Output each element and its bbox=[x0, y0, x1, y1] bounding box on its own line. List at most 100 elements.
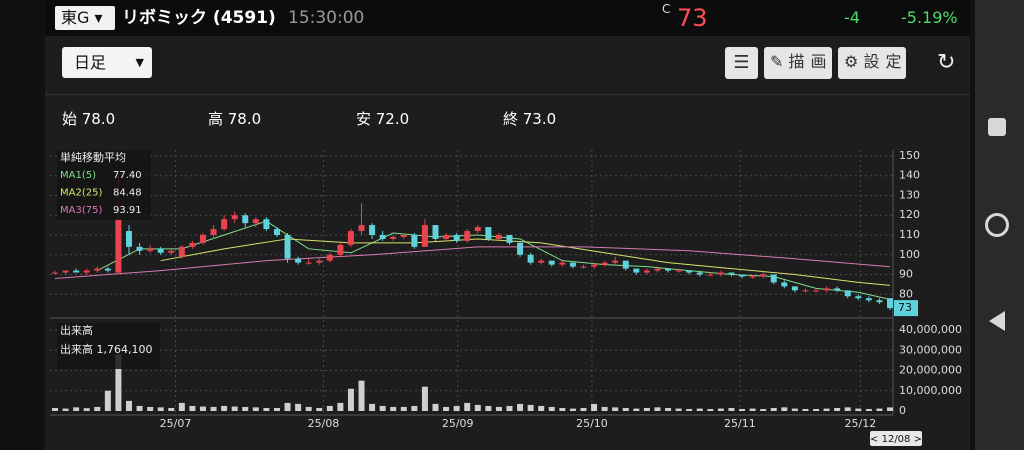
y-tick-label: 80 bbox=[899, 287, 913, 300]
volume-bar bbox=[675, 408, 682, 411]
price-flag: C bbox=[662, 2, 671, 16]
candle-body bbox=[643, 270, 650, 273]
refresh-button[interactable]: ↻ bbox=[937, 50, 956, 75]
candle-body bbox=[337, 244, 344, 255]
candle-body bbox=[62, 270, 69, 273]
candle-body bbox=[495, 234, 502, 239]
volume-bar bbox=[62, 408, 69, 411]
volume-bar bbox=[295, 403, 302, 411]
back-button[interactable] bbox=[989, 311, 1005, 331]
volume-bar bbox=[696, 408, 703, 411]
volume-label: 出来高 1,764,100 bbox=[60, 342, 152, 356]
home-button[interactable] bbox=[985, 213, 1009, 237]
volume-bar bbox=[73, 407, 80, 411]
candle-body bbox=[358, 225, 365, 232]
y-tick-label: 150 bbox=[899, 149, 920, 162]
candle-body bbox=[295, 258, 302, 263]
volume-bar bbox=[125, 400, 132, 411]
change: -4 bbox=[844, 8, 860, 27]
draw-button[interactable]: ✎ 描画 bbox=[764, 47, 832, 79]
volume-bar bbox=[369, 403, 376, 411]
volume-bar bbox=[865, 408, 872, 411]
volume-bar bbox=[643, 407, 650, 411]
candle-body bbox=[231, 215, 238, 220]
candle-body bbox=[844, 290, 851, 297]
candle-body bbox=[94, 268, 101, 271]
candle-body bbox=[569, 262, 576, 267]
change-pct: -5.19% bbox=[901, 8, 958, 27]
volume-bar bbox=[781, 407, 788, 411]
candle-body bbox=[432, 225, 439, 239]
volume-tick-label: 40,000,000 bbox=[899, 323, 962, 336]
volume-bar bbox=[559, 407, 566, 411]
candle-body bbox=[749, 276, 756, 278]
volume-bar bbox=[199, 406, 206, 411]
top-bar bbox=[45, 0, 970, 36]
volume-bar bbox=[157, 407, 164, 411]
volume-bar bbox=[823, 408, 830, 411]
volume-bar bbox=[717, 408, 724, 411]
candle-body bbox=[369, 225, 376, 235]
volume-bar bbox=[453, 405, 460, 411]
time: 15:30:00 bbox=[288, 8, 365, 28]
stock-name: リボミック (4591) bbox=[122, 8, 276, 28]
volume-bar bbox=[411, 405, 418, 411]
candle-body bbox=[506, 234, 513, 243]
candle-body bbox=[538, 260, 545, 263]
candle-body bbox=[548, 260, 555, 265]
volume-bar bbox=[844, 407, 851, 411]
candle-body bbox=[633, 268, 640, 273]
legend-entry: MA1(5) bbox=[60, 170, 96, 181]
volume-bar bbox=[52, 407, 58, 411]
volume-bar bbox=[887, 407, 893, 411]
low: 安 72.0 bbox=[356, 110, 410, 128]
ma-line bbox=[54, 246, 891, 279]
market-select[interactable]: 東G ▾ bbox=[55, 6, 115, 30]
volume-bar bbox=[421, 386, 428, 411]
legend-box bbox=[57, 323, 160, 369]
volume-bar bbox=[612, 407, 619, 411]
period-select[interactable]: 日足 ▼ bbox=[62, 47, 152, 78]
volume-bar bbox=[464, 402, 471, 411]
volume-bar bbox=[189, 405, 196, 411]
volume-bar bbox=[569, 408, 576, 411]
volume-bar bbox=[379, 405, 386, 411]
volume-bar bbox=[654, 407, 661, 411]
volume-bar bbox=[749, 408, 756, 411]
settings-button[interactable]: ⚙ 設定 bbox=[838, 47, 906, 79]
volume-bar bbox=[284, 402, 291, 411]
volume-bar bbox=[834, 407, 841, 411]
recent-button[interactable] bbox=[988, 118, 1006, 136]
volume-bar bbox=[813, 408, 820, 411]
candle-body bbox=[517, 242, 524, 255]
volume-bar bbox=[601, 406, 608, 411]
volume-bar bbox=[707, 408, 714, 411]
list-button[interactable]: ☰ bbox=[725, 47, 758, 79]
y-tick-label: 110 bbox=[899, 228, 920, 241]
candle-body bbox=[855, 296, 862, 299]
candle-body bbox=[739, 274, 746, 277]
legend-value: 84.48 bbox=[113, 188, 142, 199]
candle-body bbox=[168, 250, 175, 253]
volume-bar bbox=[178, 402, 185, 411]
candle-body bbox=[802, 290, 809, 292]
volume-bar bbox=[168, 407, 175, 411]
high: 高 78.0 bbox=[208, 110, 262, 128]
volume-bar bbox=[506, 405, 513, 411]
volume-bar bbox=[83, 408, 90, 411]
y-tick-label: 90 bbox=[899, 268, 913, 281]
volume-bar bbox=[263, 407, 270, 411]
candle-body bbox=[284, 234, 291, 259]
candle-body bbox=[242, 215, 249, 224]
x-tick-label: 25/12 bbox=[845, 417, 877, 430]
candle-body bbox=[580, 266, 587, 268]
volume-bar bbox=[791, 408, 798, 411]
candle-body bbox=[474, 227, 481, 232]
candle-body bbox=[443, 234, 450, 239]
candle-body bbox=[83, 270, 90, 273]
x-tick-label: 25/11 bbox=[724, 417, 756, 430]
candle-body bbox=[654, 268, 661, 271]
volume-bar bbox=[739, 408, 746, 411]
volume-bar bbox=[485, 405, 492, 411]
